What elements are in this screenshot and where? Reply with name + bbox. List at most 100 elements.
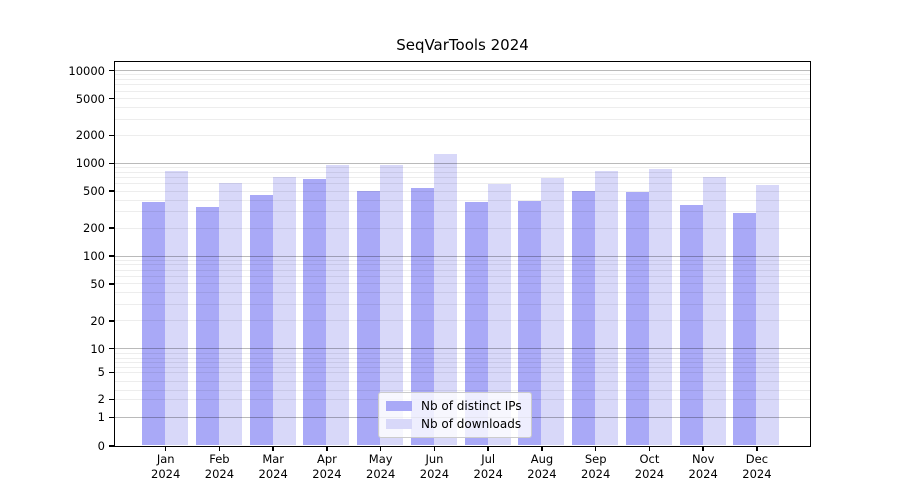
y-tick-label: 500 <box>83 184 105 199</box>
x-tick-label-year: 2024 <box>258 467 288 481</box>
x-tick-mark <box>541 446 543 451</box>
y-tick-label: 0 <box>97 439 105 453</box>
gridline-minor <box>114 352 810 354</box>
bar-downloads <box>756 185 780 446</box>
gridline-minor <box>114 177 810 179</box>
y-tick-mark <box>109 445 114 447</box>
bar-distinct-ips <box>249 194 273 446</box>
x-tick-label-year: 2024 <box>742 467 772 481</box>
bar-distinct-ips <box>142 201 166 446</box>
bar-downloads <box>595 170 619 446</box>
x-tick-label-year: 2024 <box>634 467 665 481</box>
x-tick-label-month: Mar <box>262 452 285 466</box>
gridline-minor <box>114 357 810 359</box>
legend-row: Nb of distinct IPs <box>386 397 522 415</box>
bar-distinct-ips <box>679 205 703 446</box>
gridline-minor <box>114 106 810 108</box>
bar-downloads <box>218 183 242 446</box>
x-tick-label: Feb 2024 <box>187 452 251 482</box>
gridline-minor <box>114 320 810 322</box>
x-tick-label: Jun 2024 <box>402 452 466 482</box>
x-tick-label-month: May <box>368 452 393 466</box>
y-tick-mark <box>109 227 114 229</box>
x-tick-mark <box>648 446 651 451</box>
bar-distinct-ips <box>195 206 219 446</box>
y-tick-mark <box>109 416 114 419</box>
bar-downloads <box>433 154 457 446</box>
y-tick-mark <box>109 97 114 100</box>
bar-distinct-ips <box>518 200 542 446</box>
y-tick-label: 5 <box>97 365 105 380</box>
legend-label: Nb of distinct IPs <box>421 399 522 413</box>
gridline-minor <box>114 367 810 369</box>
gridline-minor <box>114 303 810 305</box>
bar-distinct-ips <box>572 191 596 446</box>
gridline-major <box>114 70 810 72</box>
bar-downloads <box>165 171 189 446</box>
gridline-minor <box>114 167 810 169</box>
x-tick-label-year: 2024 <box>312 467 342 481</box>
bar-downloads <box>648 168 672 446</box>
gridline-minor <box>114 183 810 185</box>
bar-distinct-ips <box>733 212 757 446</box>
x-tick-label: Jul 2024 <box>456 452 520 482</box>
legend-label: Nb of downloads <box>421 417 522 431</box>
x-tick-label: Aug 2024 <box>510 452 574 482</box>
x-tick-mark <box>702 446 704 451</box>
y-tick-label: 50 <box>90 276 105 291</box>
x-tick-label-month: Jan <box>156 452 175 466</box>
y-tick-mark <box>109 255 114 257</box>
x-tick-mark <box>379 446 382 451</box>
y-tick-label: 20 <box>90 313 105 328</box>
gridline-minor <box>114 283 810 285</box>
y-tick-mark <box>109 320 114 322</box>
x-tick-label-month: Dec <box>745 452 769 466</box>
gridline-minor <box>114 171 810 173</box>
x-tick-label: Mar 2024 <box>241 452 305 482</box>
gridline-major <box>114 348 810 350</box>
x-tick-label-month: Apr <box>316 452 337 466</box>
bar-distinct-ips <box>464 201 488 446</box>
x-tick-mark <box>272 446 274 451</box>
gridline-minor <box>114 211 810 213</box>
y-tick-label: 100 <box>83 249 105 263</box>
x-tick-label-year: 2024 <box>204 467 235 481</box>
x-tick-label-year: 2024 <box>581 467 611 481</box>
bar-distinct-ips <box>357 190 381 446</box>
gridline-minor <box>114 84 810 86</box>
bar-downloads <box>380 165 404 446</box>
legend-swatch-distinct-ips <box>386 401 412 411</box>
bar-distinct-ips <box>410 187 434 446</box>
x-tick-mark <box>487 446 489 451</box>
plot-area <box>113 61 811 447</box>
gridline-major <box>114 255 810 257</box>
legend-row: Nb of downloads <box>386 415 522 433</box>
gridline-minor <box>114 371 810 373</box>
x-tick-mark <box>756 446 758 451</box>
gridline-minor <box>114 380 810 382</box>
x-tick-label: Oct 2024 <box>617 452 681 482</box>
bar-distinct-ips <box>625 191 649 446</box>
y-tick-label: 2 <box>97 392 105 407</box>
y-tick-mark <box>109 134 114 137</box>
x-tick-label: Dec 2024 <box>725 452 789 482</box>
gridline-minor <box>114 389 810 391</box>
gridline-minor <box>114 98 810 99</box>
y-tick-mark <box>109 190 114 192</box>
chart-title: SeqVarTools 2024 <box>396 36 529 54</box>
x-tick-label-month: Nov <box>691 452 715 466</box>
y-tick-mark <box>109 162 114 165</box>
x-tick-label-year: 2024 <box>419 467 450 481</box>
gridline-minor <box>114 190 810 192</box>
x-tick-label: Sep 2024 <box>564 452 628 482</box>
y-tick-label: 5000 <box>75 91 105 106</box>
y-tick-label: 1000 <box>75 156 105 171</box>
gridline-minor <box>114 199 810 201</box>
x-tick-label: Jan 2024 <box>134 452 198 482</box>
legend-swatch-downloads <box>386 419 412 429</box>
x-tick-mark <box>594 446 597 451</box>
bar-downloads <box>487 184 511 446</box>
x-tick-label-month: Oct <box>639 452 660 466</box>
gridline-minor <box>114 90 810 92</box>
